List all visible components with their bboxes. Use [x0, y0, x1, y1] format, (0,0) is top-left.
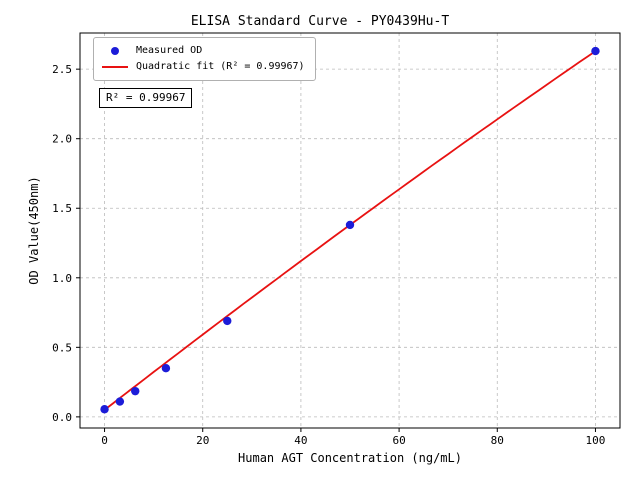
y-tick-label: 2.0: [52, 133, 72, 146]
legend-label-measured-od: Measured OD: [136, 45, 203, 56]
axes-spines: [79, 32, 621, 429]
data-point: [100, 405, 109, 414]
x-axis-label: Human AGT Concentration (ng/mL): [238, 451, 462, 465]
x-tick-label: 80: [491, 434, 504, 447]
y-tick-label: 0.0: [52, 411, 72, 424]
data-point: [161, 363, 171, 373]
x-tick-label: 20: [196, 434, 209, 447]
legend: Measured OD Quadratic fit (R² = 0.99967): [93, 37, 316, 81]
chart-title: ELISA Standard Curve - PY0439Hu-T: [190, 14, 450, 29]
data-point: [115, 397, 125, 406]
y-tick-label: 2.5: [52, 63, 72, 76]
x-tick-label: 100: [586, 434, 606, 447]
legend-item-quadratic-fit: Quadratic fit (R² = 0.99967): [102, 59, 305, 75]
legend-item-measured-od: Measured OD: [102, 43, 305, 59]
measured-od-dot-icon: [111, 47, 119, 55]
x-tick-label: 0: [101, 434, 108, 447]
data-point: [591, 46, 600, 56]
data-point: [345, 220, 355, 230]
y-tick-label: 1.5: [52, 202, 72, 215]
y-tick-label: 0.5: [52, 341, 72, 354]
data-point: [223, 316, 232, 326]
y-tick-label: 1.0: [52, 272, 72, 285]
quadratic-fit-line-icon: [102, 66, 128, 68]
legend-label-quadratic-fit: Quadratic fit (R² = 0.99967): [136, 61, 305, 72]
x-tick-label: 40: [294, 434, 307, 447]
r-squared-annotation: R² = 0.99967: [99, 88, 193, 108]
data-point: [131, 386, 140, 396]
x-tick-label: 60: [392, 434, 405, 447]
y-axis-label: OD Value(450nm): [27, 176, 41, 284]
